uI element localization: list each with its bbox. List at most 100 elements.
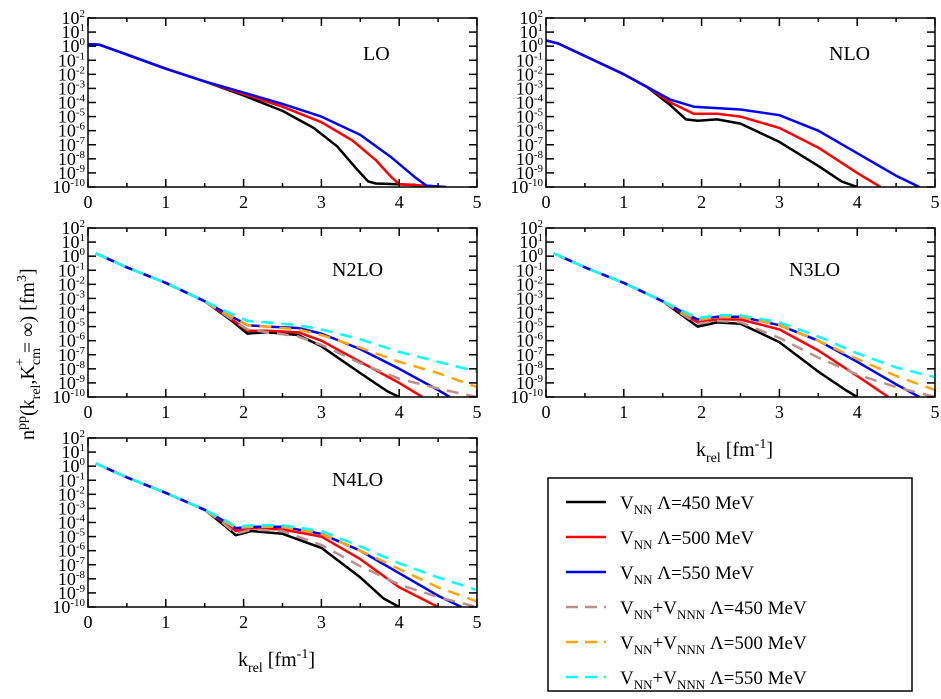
y-tick-label: 10-6 bbox=[516, 331, 544, 351]
y-tick-label: 10-9 bbox=[58, 163, 86, 183]
y-tick-label: 10-10 bbox=[510, 387, 543, 407]
y-tick-label: 10-2 bbox=[58, 64, 85, 84]
y-tick-label: 10-4 bbox=[58, 513, 86, 533]
x-tick-label: 5 bbox=[473, 612, 482, 632]
panel-label: N4LO bbox=[332, 469, 383, 491]
x-tick-label: 1 bbox=[619, 192, 628, 212]
y-tick-label: 10-2 bbox=[516, 64, 543, 84]
legend-label: VNN+VNNN Λ=500 MeV bbox=[620, 633, 807, 657]
y-tick-label: 102 bbox=[62, 8, 86, 28]
y-tick-label: 102 bbox=[62, 218, 86, 238]
x-tick-label: 4 bbox=[395, 612, 404, 632]
y-tick-label: 10-7 bbox=[516, 345, 544, 365]
series-line-3 bbox=[546, 39, 920, 187]
legend-entry: VNN+VNNN Λ=500 MeV bbox=[566, 633, 807, 657]
x-tick-label: 1 bbox=[161, 192, 170, 212]
legend-label: VNN+VNNN Λ=450 MeV bbox=[620, 598, 807, 622]
series-line-6 bbox=[95, 252, 477, 373]
y-tick-label: 10-4 bbox=[516, 303, 544, 323]
y-tick-label: 10-6 bbox=[58, 331, 86, 351]
y-tick-label: 10-7 bbox=[516, 135, 544, 155]
x-tick-label: 5 bbox=[473, 402, 482, 422]
legend-entry: VNN Λ=500 MeV bbox=[566, 528, 754, 552]
y-tick-label: 10-2 bbox=[516, 274, 543, 294]
y-tick-label: 101 bbox=[520, 232, 544, 252]
y-tick-label: 100 bbox=[520, 246, 544, 266]
y-tick-label: 100 bbox=[62, 456, 86, 476]
y-tick-label: 10-8 bbox=[58, 149, 86, 169]
x-tick-label: 4 bbox=[853, 192, 862, 212]
y-tick-label: 10-10 bbox=[52, 597, 85, 617]
x-tick-label: 3 bbox=[317, 612, 326, 632]
x-tick-label: 5 bbox=[931, 192, 940, 212]
y-tick-label: 10-5 bbox=[516, 107, 544, 127]
x-axis-title-right: krel [fm-1] bbox=[696, 437, 773, 466]
panel-label: LO bbox=[363, 43, 390, 65]
y-tick-label: 10-3 bbox=[516, 78, 544, 98]
y-tick-label: 10-1 bbox=[516, 260, 543, 280]
y-tick-label: 10-6 bbox=[516, 121, 544, 141]
y-tick-label: 10-5 bbox=[58, 317, 86, 337]
y-tick-label: 10-6 bbox=[58, 121, 86, 141]
plot-frame bbox=[87, 17, 478, 188]
legend-box bbox=[547, 477, 913, 692]
x-tick-label: 3 bbox=[317, 402, 326, 422]
panel-label: N2LO bbox=[332, 259, 383, 281]
y-tick-label: 10-1 bbox=[58, 470, 85, 490]
y-tick-label: 10-9 bbox=[516, 373, 544, 393]
legend-entry: VNN Λ=450 MeV bbox=[566, 493, 754, 517]
series-group bbox=[553, 252, 935, 397]
x-tick-label: 1 bbox=[161, 612, 170, 632]
panels: 0 1 2 3 4 510210110010-110-210-310-410-510-61… bbox=[52, 8, 939, 632]
x-tick-label: 1 bbox=[161, 402, 170, 422]
series-line-3 bbox=[95, 462, 462, 607]
y-axis-title: npp(krel,Kcm+ = ∞) [fm3] bbox=[13, 268, 44, 440]
y-tick-label: 10-3 bbox=[58, 288, 86, 308]
y-tick-label: 10-8 bbox=[516, 149, 544, 169]
y-tick-label: 102 bbox=[62, 428, 86, 448]
y-tick-label: 10-2 bbox=[58, 484, 85, 504]
x-tick-label: 0 bbox=[542, 402, 551, 422]
legend-label: VNN Λ=500 MeV bbox=[620, 528, 754, 552]
x-axis-title-left: krel [fm-1] bbox=[238, 647, 315, 676]
y-tick-label: 10-4 bbox=[58, 303, 86, 323]
series-line-3 bbox=[95, 252, 451, 397]
legend-entry: VNN+VNNN Λ=450 MeV bbox=[566, 598, 807, 622]
panel-label: NLO bbox=[829, 43, 870, 65]
y-tick-label: 102 bbox=[520, 218, 544, 238]
x-tick-label: 4 bbox=[395, 192, 404, 212]
panel-n2lo: 0 1 2 3 4 510210110010-110-210-310-410-510-61… bbox=[52, 218, 481, 422]
y-tick-label: 10-10 bbox=[510, 177, 543, 197]
legend: VNN Λ=450 MeV VNN Λ=500 MeV VNN Λ=550 MeV V… bbox=[547, 477, 913, 692]
y-tick-label: 10-7 bbox=[58, 345, 86, 365]
y-tick-label: 10-6 bbox=[58, 541, 86, 561]
y-tick-label: 10-10 bbox=[52, 387, 85, 407]
series-line-1 bbox=[88, 42, 431, 187]
legend-label: VNN Λ=550 MeV bbox=[620, 563, 754, 587]
x-tick-label: 0 bbox=[84, 192, 93, 212]
series-line-5 bbox=[95, 462, 477, 603]
y-tick-label: 100 bbox=[62, 36, 86, 56]
panel-n4lo: 0 1 2 3 4 510210110010-110-210-310-410-510-61… bbox=[52, 428, 481, 632]
y-tick-label: 100 bbox=[62, 246, 86, 266]
y-tick-label: 10-3 bbox=[516, 288, 544, 308]
series-line-3 bbox=[553, 252, 920, 397]
panel-nlo: 0 1 2 3 4 510210110010-110-210-310-410-510-61… bbox=[510, 8, 939, 212]
y-tick-label: 10-9 bbox=[58, 373, 86, 393]
y-tick-label: 10-5 bbox=[58, 107, 86, 127]
y-tick-label: 10-8 bbox=[58, 569, 86, 589]
series-line-5 bbox=[553, 252, 935, 392]
legend-entry: VNN+VNNN Λ=550 MeV bbox=[566, 668, 807, 692]
series-group bbox=[546, 39, 920, 187]
y-tick-label: 101 bbox=[520, 22, 544, 42]
x-tick-label: 2 bbox=[239, 612, 248, 632]
panel-label: N3LO bbox=[789, 259, 840, 281]
y-tick-label: 10-8 bbox=[516, 359, 544, 379]
series-group bbox=[95, 252, 477, 397]
series-line-6 bbox=[553, 252, 935, 379]
y-tick-label: 10-9 bbox=[516, 163, 544, 183]
series-line-4 bbox=[95, 252, 477, 397]
y-tick-label: 10-8 bbox=[58, 359, 86, 379]
y-tick-label: 10-3 bbox=[58, 78, 86, 98]
